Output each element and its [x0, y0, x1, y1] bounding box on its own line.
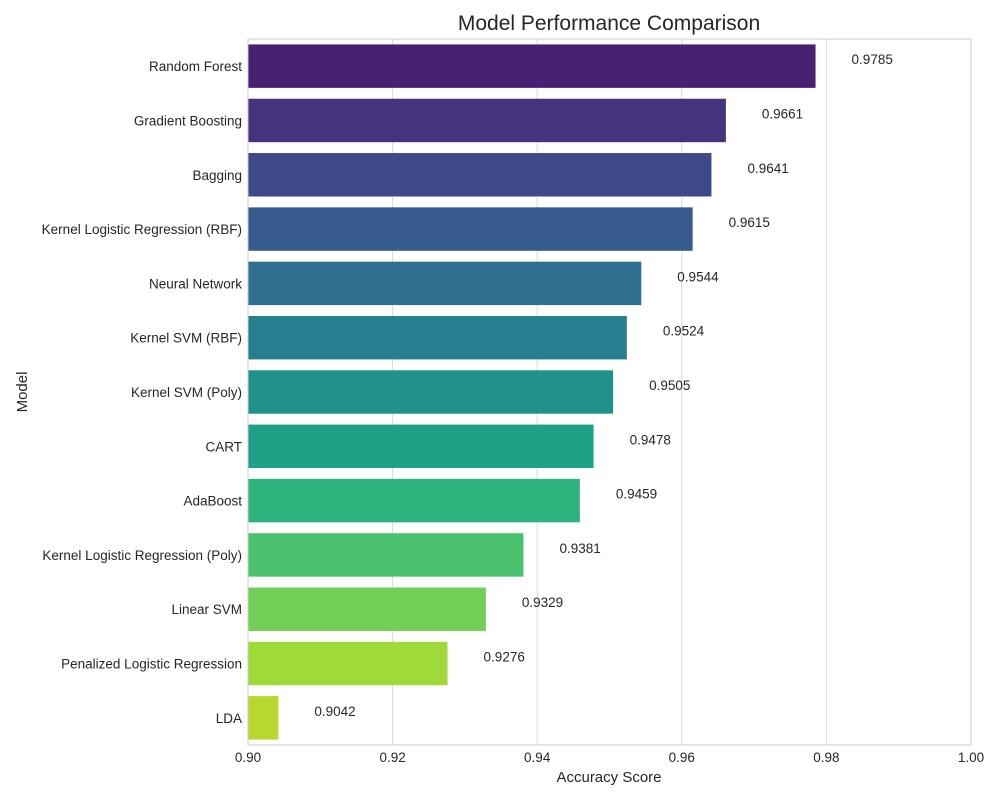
- bar-value-label: 0.9505: [649, 378, 690, 393]
- bar: [248, 370, 614, 414]
- y-category-label: Kernel Logistic Regression (RBF): [42, 222, 242, 237]
- bar-value-label: 0.9544: [677, 269, 719, 284]
- bar: [248, 153, 712, 197]
- y-category-label: Kernel SVM (Poly): [131, 385, 242, 400]
- bar-value-label: 0.9478: [630, 432, 671, 447]
- bar: [248, 533, 524, 577]
- x-axis-label: Accuracy Score: [556, 769, 661, 786]
- y-category-label: Penalized Logistic Regression: [61, 657, 242, 672]
- bar-value-label: 0.9661: [762, 106, 803, 121]
- y-category-label: Neural Network: [149, 276, 242, 291]
- x-tick-label: 1.00: [958, 750, 984, 765]
- bar-value-label: 0.9381: [559, 541, 600, 556]
- bar: [248, 424, 594, 469]
- y-category-label: Kernel Logistic Regression (Poly): [42, 548, 242, 563]
- x-tick-label: 0.98: [813, 750, 839, 765]
- bar: [248, 641, 448, 686]
- y-category-label: Linear SVM: [171, 602, 242, 617]
- x-axis-tick-labels: 0.90 0.92 0.94 0.96 0.98 1.00: [235, 750, 984, 765]
- y-category-label: Gradient Boosting: [134, 113, 242, 128]
- y-axis-label: Model: [14, 372, 31, 413]
- bar-value-label: 0.9276: [484, 650, 525, 665]
- x-tick-label: 0.92: [379, 750, 405, 765]
- value-labels: 0.9785 0.9661 0.9641 0.9615 0.9544 0.9524 0.95…: [314, 52, 892, 719]
- bar: [248, 261, 642, 306]
- bar: [248, 478, 580, 523]
- plot-frame: [247, 38, 972, 746]
- bar: [248, 98, 726, 143]
- y-category-label: CART: [205, 439, 242, 454]
- bar-value-label: 0.9524: [663, 324, 705, 339]
- bar: [248, 587, 486, 631]
- x-tick-label: 0.96: [669, 750, 695, 765]
- x-tick-label: 0.90: [235, 750, 261, 765]
- y-category-label: AdaBoost: [183, 494, 242, 509]
- bar-value-label: 0.9785: [852, 52, 893, 67]
- y-category-label: LDA: [216, 711, 242, 726]
- y-axis-category-labels: Random Forest Gradient Boosting Bagging Ker…: [42, 59, 243, 726]
- bar-value-label: 0.9615: [729, 215, 770, 230]
- y-category-label: Random Forest: [149, 59, 242, 74]
- bar: [248, 315, 627, 360]
- bar-value-label: 0.9042: [314, 704, 355, 719]
- x-tick-label: 0.94: [524, 750, 551, 765]
- bars: [248, 44, 816, 740]
- bar: [248, 696, 279, 740]
- bar-value-label: 0.9329: [522, 595, 563, 610]
- bar: [248, 44, 816, 88]
- y-category-label: Bagging: [192, 168, 242, 183]
- chart-title: Model Performance Comparison: [458, 12, 760, 35]
- bar-value-label: 0.9459: [616, 487, 657, 502]
- bar-value-label: 0.9641: [747, 161, 788, 176]
- bar: [248, 207, 693, 251]
- y-category-label: Kernel SVM (RBF): [130, 331, 242, 346]
